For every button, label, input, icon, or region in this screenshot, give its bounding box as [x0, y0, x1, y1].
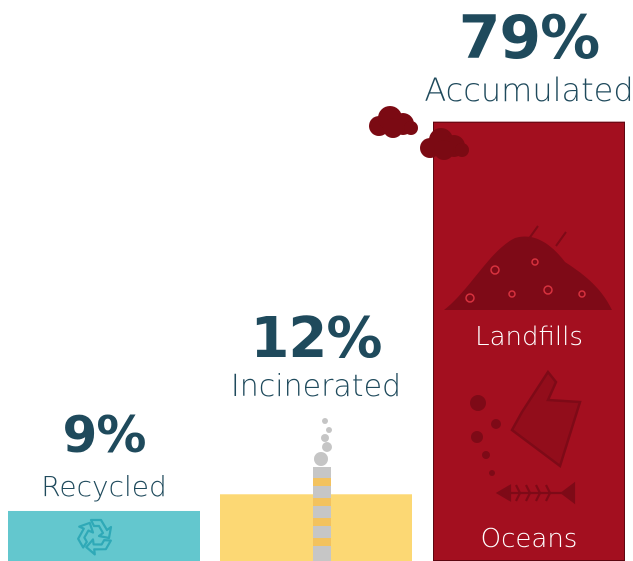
- fish-head: [495, 484, 512, 502]
- trash-stick: [527, 225, 539, 241]
- cloud-puff: [383, 118, 403, 138]
- category-label-incinerated: Incinerated: [230, 369, 402, 404]
- fish-rib: [525, 492, 531, 502]
- icons-layer: [77, 106, 612, 561]
- cloud-puff: [455, 143, 469, 157]
- category-label-accumulated: Accumulated: [424, 71, 633, 109]
- recycle-arrow: [77, 521, 95, 549]
- cloud-puff: [404, 121, 418, 135]
- trash-item: [531, 258, 539, 266]
- bubble: [470, 395, 486, 411]
- bubble: [471, 431, 483, 443]
- fish-tail: [560, 481, 576, 505]
- bubble: [482, 451, 490, 459]
- trash-item: [508, 290, 516, 298]
- smoke-puff: [322, 418, 328, 424]
- smoke-puff: [322, 442, 332, 452]
- chimney-stack: [313, 467, 331, 561]
- recycle-arrow: [85, 538, 112, 556]
- chimney-band: [313, 538, 331, 546]
- trash-stick: [555, 231, 567, 247]
- fish-rib: [515, 492, 521, 502]
- category-label-recycled: Recycled: [41, 470, 167, 503]
- cloud-puff: [434, 140, 454, 160]
- value-label-incinerated: 12%: [250, 306, 382, 371]
- trash-item: [543, 285, 553, 295]
- sublabel-oceans: Oceans: [480, 524, 578, 554]
- fish-rib: [535, 492, 541, 502]
- fish-bone-icon: [495, 481, 576, 505]
- fish-rib: [545, 484, 551, 494]
- bubble: [489, 470, 495, 476]
- fish-rib: [525, 484, 531, 494]
- trash-item: [490, 265, 500, 275]
- bubble: [491, 419, 501, 429]
- smoke-cloud-icon: [369, 106, 418, 138]
- smoke-cloud-icon: [420, 128, 469, 160]
- landfill-icon: [444, 225, 612, 310]
- value-label-accumulated: 79%: [458, 3, 601, 73]
- chimney-icon: [313, 418, 332, 561]
- fish-rib: [535, 484, 541, 494]
- sublabel-landfills: Landfills: [475, 322, 583, 352]
- smoke-puff: [314, 452, 328, 466]
- smoke-puff: [326, 427, 332, 433]
- smoke-puff: [321, 434, 329, 442]
- bag-body: [510, 369, 582, 469]
- trash-item: [578, 290, 586, 298]
- bar-accumulated: [433, 121, 625, 561]
- recycle-arrow: [89, 518, 113, 540]
- chimney-band: [313, 498, 331, 506]
- value-label-recycled: 9%: [62, 406, 147, 464]
- chimney-band: [313, 518, 331, 526]
- plastic-bag-icon: [510, 369, 582, 469]
- recycle-icon: [77, 518, 113, 556]
- fish-rib: [515, 484, 521, 494]
- bubbles-icon: [470, 395, 501, 476]
- landfill-pile: [444, 236, 612, 310]
- chimney-band: [313, 478, 331, 486]
- trash-item: [465, 293, 475, 303]
- fish-rib: [545, 492, 551, 502]
